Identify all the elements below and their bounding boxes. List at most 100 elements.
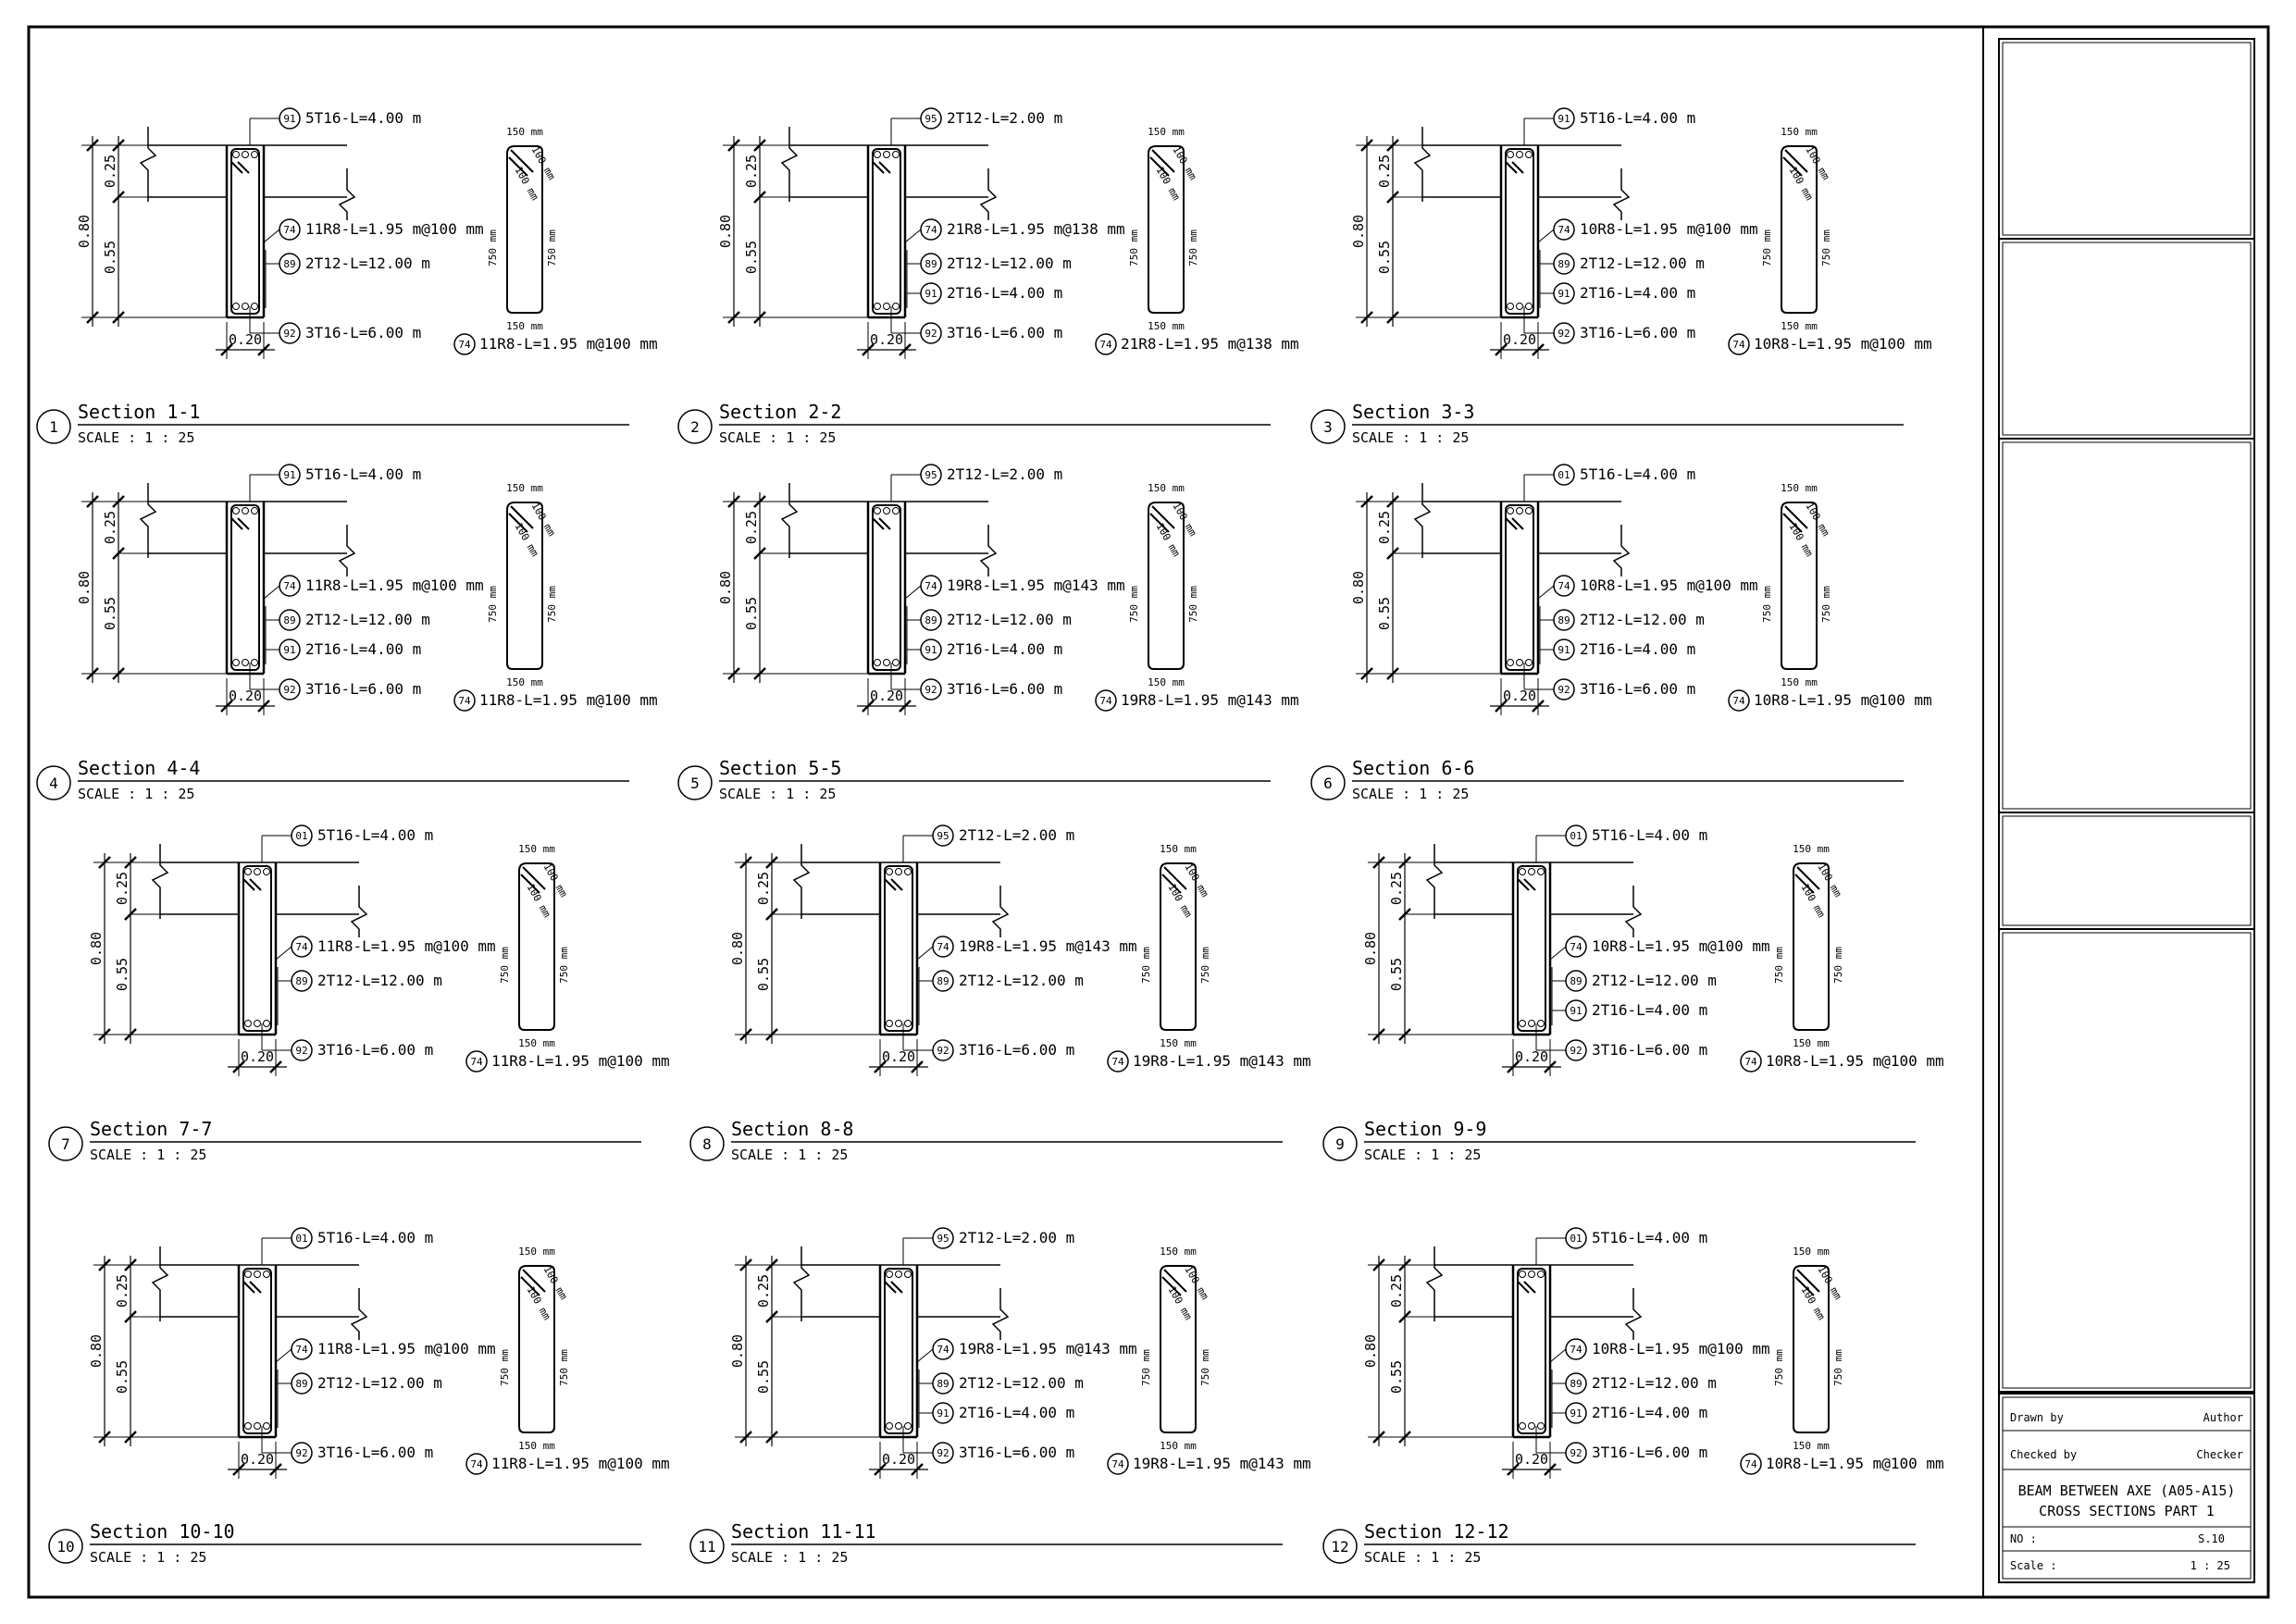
dim-tick (899, 343, 912, 356)
stirrup-tag-circle (279, 575, 301, 597)
section-1: 0.80 0.25 0.55 0.20 91 5T16-L=4.00 m 74 11R8-L=… (36, 107, 658, 446)
dim-tick (911, 1060, 924, 1073)
section-number: 9 (1335, 1135, 1345, 1153)
bottom-bar-tag-number: 92 (925, 684, 937, 696)
dim-tick (220, 343, 233, 356)
bottom-bar-2 (254, 1020, 261, 1027)
bottom-bar-tag-number: 92 (937, 1045, 949, 1057)
dim-web-label: 0.55 (743, 241, 760, 274)
shape-left-dim: 750 mm (1128, 586, 1140, 623)
dim-top-label: 0.25 (1376, 155, 1393, 188)
section-number: 3 (1323, 418, 1333, 436)
top-bar-2 (883, 151, 890, 158)
callout-tag-circle (1553, 638, 1575, 661)
dim-total-label: 0.80 (88, 932, 105, 965)
shape-label: 19R8-L=1.95 m@143 mm (1133, 1455, 1311, 1472)
dim-total-label: 0.80 (1350, 215, 1367, 248)
dim-tick-bottom (739, 1028, 752, 1041)
shape-bottom-dim: 150 mm (506, 676, 543, 688)
bottom-bar-1 (886, 1020, 893, 1027)
shape-tag-circle (1728, 689, 1750, 712)
section-5: 0.80 0.25 0.55 0.20 95 2T12-L=2.00 m 74 19R8-L=… (677, 464, 1299, 802)
section-title: Section 1-1 (78, 401, 200, 423)
dim-tick (124, 856, 137, 869)
stirrup-hook-2 (508, 156, 528, 177)
shape-hook2-dim: 100 mm (1798, 882, 1827, 920)
dim-top-label: 0.25 (1376, 511, 1393, 544)
top-bar-2 (254, 868, 261, 875)
dim-tick (899, 700, 912, 713)
top-bar-3 (263, 1271, 270, 1278)
break-line-right (1624, 886, 1643, 937)
section-number: 8 (702, 1135, 712, 1153)
stirrup-tag-number: 74 (295, 1344, 308, 1356)
dim-width-label: 0.20 (241, 1451, 274, 1468)
bottom-bar-tag-circle (1553, 678, 1575, 700)
dim-tick (753, 495, 766, 508)
shape-hook2-dim: 100 mm (524, 882, 552, 920)
dim-tick-top (1372, 856, 1385, 869)
dim-tick-top (98, 856, 111, 869)
bottom-bar-1 (244, 1422, 252, 1430)
callout-tag-number: 89 (1570, 1378, 1582, 1390)
dim-tick (257, 700, 270, 713)
shape-tag-number: 74 (1732, 339, 1745, 351)
hook-mark (878, 517, 891, 530)
shape-top-dim: 150 mm (1781, 482, 1818, 494)
stirrup-outline (1517, 865, 1546, 1032)
shape-hook1-dim: 100 mm (540, 1264, 569, 1302)
dim-tick-top (739, 856, 752, 869)
callout-tag-circle (1565, 1402, 1587, 1424)
dim-tick-top (98, 1258, 111, 1271)
top-bar-tag-number: 01 (1570, 830, 1582, 842)
shape-tag-number: 74 (1099, 339, 1112, 351)
break-line-right (338, 168, 356, 220)
shape-hook1-dim: 100 mm (528, 501, 557, 539)
leader-stirrup (904, 585, 922, 600)
bottom-bar-1 (874, 659, 881, 666)
title-panel-2 (1998, 238, 2255, 440)
top-bar-tag-circle (1565, 1227, 1587, 1249)
top-bar-1 (1507, 507, 1514, 514)
shape-tag-circle (453, 333, 476, 355)
shape-tag-circle (1728, 333, 1750, 355)
stirrup-tag-number: 74 (1570, 1344, 1582, 1356)
stirrup-label: 11R8-L=1.95 m@100 mm (317, 1340, 496, 1357)
shape-top-dim: 150 mm (506, 482, 543, 494)
stirrup-shape (506, 502, 543, 670)
shape-left-dim: 750 mm (1140, 947, 1152, 984)
shape-label: 10R8-L=1.95 m@100 mm (1754, 691, 1932, 709)
top-bar-tag-circle (279, 464, 301, 486)
bottom-bar-label: 3T16-L=6.00 m (305, 324, 421, 341)
dim-total-label: 0.80 (76, 571, 93, 604)
shape-left-dim: 750 mm (1761, 586, 1773, 623)
bottom-bar-3 (1537, 1020, 1545, 1027)
shape-right-dim: 750 mm (1199, 1349, 1211, 1386)
stirrup-hook-2 (1782, 513, 1803, 533)
bottom-bar-2 (895, 1422, 902, 1430)
top-bar-tag-circle (1553, 107, 1575, 130)
stirrup-hook-2 (520, 874, 540, 894)
bottom-bar-label: 3T16-L=6.00 m (1580, 680, 1695, 698)
bottom-bar-tag-number: 92 (295, 1447, 307, 1459)
top-bar-label: 5T16-L=4.00 m (1592, 1229, 1707, 1246)
hook-mark (890, 1281, 903, 1294)
stirrup-shape (1160, 1265, 1197, 1433)
section-number-circle (36, 765, 71, 800)
dim-top-label: 0.25 (743, 511, 760, 544)
stirrup-hook-2 (1149, 156, 1170, 177)
dim-web-label: 0.55 (1376, 241, 1393, 274)
dim-web-label: 0.55 (755, 958, 772, 991)
dim-tick-top (739, 1258, 752, 1271)
dim-tick (765, 856, 778, 869)
dim-web-label: 0.55 (1376, 597, 1393, 630)
top-bar-2 (1516, 507, 1523, 514)
dim-top-label: 0.25 (743, 155, 760, 188)
top-bar-3 (1537, 1271, 1545, 1278)
dim-tick (1544, 1463, 1557, 1476)
sheet-no-label: NO : (2010, 1532, 2037, 1545)
hook-mark (884, 1281, 897, 1294)
dim-tick (862, 343, 875, 356)
top-bar-2 (895, 868, 902, 875)
